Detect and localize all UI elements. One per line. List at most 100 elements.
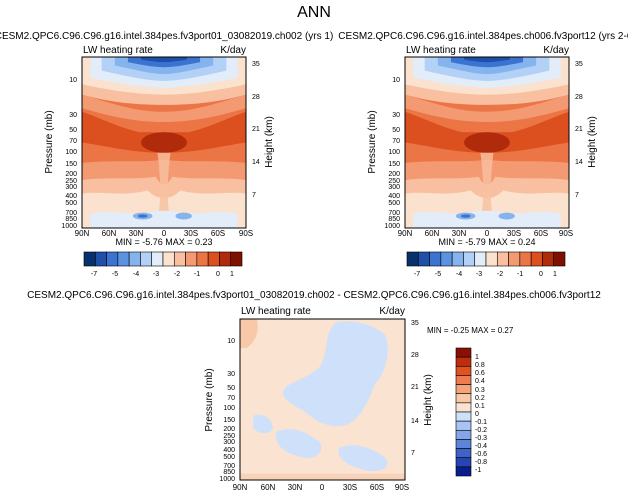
panel-diff-cbar-label-3: 0.4	[475, 378, 485, 385]
panel-diff-colorbar-swatch-6	[455, 402, 472, 413]
panel-1-y2tick-35: 35	[252, 61, 260, 68]
panel-2-colorbar-labels: -7 -5 -4 -3 -2 -1 0 1	[414, 271, 557, 278]
panel-1-y-axis-label: Pressure (mb)	[44, 110, 55, 173]
panel-1-heatmap	[82, 57, 246, 228]
panel-diff-colorbar-swatch-9	[455, 429, 472, 440]
panel-2-cbar-label-7: 1	[553, 271, 557, 278]
panel-2-surface-cooling-low-inner	[460, 214, 471, 218]
panel-1-ytick-50: 50	[69, 127, 77, 134]
panel-diff-xtick-90n: 90N	[233, 483, 248, 492]
panel-diff-ytick-850: 850	[223, 469, 235, 476]
panel-diff-ytick-200: 200	[223, 426, 235, 433]
panel-2-contours	[405, 57, 569, 228]
panel-2: CESM2.QPC6.C96.C96.g16.intel.384pes.ch00…	[338, 31, 628, 278]
panel-2-left-label: LW heating rate	[406, 45, 476, 56]
panel-diff-colorbar-swatch-3	[455, 375, 472, 385]
panel-1-xtick-60n: 60N	[102, 229, 117, 238]
panel-diff-colorbar-swatch-4	[455, 384, 472, 395]
panel-2-ytick-700: 700	[388, 210, 400, 217]
panel-diff-colorbar-swatch-10	[455, 439, 472, 449]
panel-1-cbar-label-6: 0	[216, 271, 220, 278]
panel-diff-ytick-250: 250	[223, 433, 235, 440]
panel-diff-colorbar-labels: 1 0.8 0.6 0.4 0.3 0.2 0.1 0 -0.1 -0.2 -0…	[475, 354, 487, 474]
panel-diff-ytick-70: 70	[227, 395, 235, 402]
panel-1-colorbar-swatch-12	[219, 251, 232, 267]
panel-2-cbar-label-0: -7	[414, 271, 420, 278]
panel-diff-ytick-30: 30	[227, 371, 235, 378]
panel-1-cbar-label-0: -7	[91, 271, 97, 278]
panel-2-ytick-250: 250	[388, 178, 400, 185]
panel-2-y2tick-35: 35	[575, 61, 583, 68]
panel-1-y2tick-7: 7	[252, 192, 256, 199]
panel-2-band-top-blue-4	[464, 57, 510, 63]
panel-1-band-upper	[82, 94, 246, 122]
panel-diff-ytick-400: 400	[223, 447, 235, 454]
panel-1-colorbar-swatch-4	[128, 251, 141, 267]
panel-diff-xtick-0: 0	[320, 483, 325, 492]
panel-diff-stats: MIN = -0.25 MAX = 0.27	[427, 326, 514, 335]
panel-1-ytick-400: 400	[65, 193, 77, 200]
panel-1-cooling-max	[141, 132, 187, 153]
panel-2-y2tick-28: 28	[575, 94, 583, 101]
panel-1-band-top-blue-4	[141, 57, 187, 63]
panel-diff-cbar-label-8: -0.1	[475, 419, 487, 426]
panel-1-colorbar-swatch-11	[207, 251, 220, 267]
panel-2-ytick-150: 150	[388, 161, 400, 168]
panel-diff-cbar-label-9: -0.2	[475, 427, 487, 434]
panel-diff-neg-region-lower	[275, 429, 322, 459]
panel-1-colorbar-swatch-3	[117, 251, 130, 267]
panel-diff-contours	[240, 319, 405, 480]
panel-diff-colorbar-swatch-0	[455, 347, 472, 358]
panel-diff-colorbar	[455, 347, 472, 477]
panel-diff-cbar-label-4: 0.3	[475, 387, 485, 394]
panel-diff-xtick-60n: 60N	[261, 483, 276, 492]
panel-diff-cbar-label-2: 0.6	[475, 370, 485, 377]
panel-1-y2-axis: 35 28 21 14 7	[252, 61, 260, 199]
panel-2-colorbar-swatch-4	[451, 251, 464, 267]
panel-1: CESM2.QPC6.C96.C96.g16.intel.384pes.fv3p…	[0, 31, 333, 278]
panel-2-y2tick-21: 21	[575, 126, 583, 133]
panel-1-frame	[81, 56, 247, 229]
panel-diff-colorbar-swatch-12	[455, 457, 472, 468]
panel-1-x-axis: 90N 60N 30N 0 30S 60S 90S	[75, 229, 253, 238]
panel-1-xtick-30n: 30N	[129, 229, 144, 238]
panel-2-ytick-10: 10	[392, 77, 400, 84]
panel-1-colorbar-swatch-7	[162, 251, 175, 267]
panel-2-colorbar-swatch-3	[440, 251, 453, 267]
panel-1-ytick-100: 100	[65, 149, 77, 156]
panel-2-cbar-label-5: -1	[517, 271, 523, 278]
panel-1-title: CESM2.QPC6.C96.C96.g16.intel.384pes.fv3p…	[0, 31, 333, 42]
panel-2-ytick-1000: 1000	[384, 223, 400, 230]
panel-1-ytick-150: 150	[65, 161, 77, 168]
panel-2-band-upper	[405, 94, 569, 122]
panel-diff-xtick-90s: 90S	[395, 483, 409, 492]
panel-1-colorbar-swatch-9	[185, 251, 198, 267]
panel-2-ytick-70: 70	[392, 138, 400, 145]
panel-diff-colorbar-swatch-13	[455, 466, 472, 477]
panel-2-y-axis-label: Pressure (mb)	[367, 110, 378, 173]
panel-1-cbar-label-1: -5	[112, 271, 118, 278]
panel-2-ytick-50: 50	[392, 127, 400, 134]
panel-2-ytick-850: 850	[388, 216, 400, 223]
panel-diff-cbar-label-1: 0.8	[475, 362, 485, 369]
panel-diff-ytick-100: 100	[223, 405, 235, 412]
panel-1-colorbar-swatch-1	[94, 251, 107, 267]
panel-2-xtick-60n: 60N	[425, 229, 440, 238]
panel-2-cbar-label-2: -4	[456, 271, 462, 278]
panel-diff-x-axis: 90N 60N 30N 0 30S 60S 90S	[233, 483, 409, 492]
panel-1-colorbar-labels: -7 -5 -4 -3 -2 -1 0 1	[91, 271, 234, 278]
panel-2-ytick-300: 300	[388, 184, 400, 191]
panel-2-x-axis: 90N 60N 30N 0 30S 60S 90S	[398, 229, 573, 238]
panel-diff-heatmap	[240, 319, 405, 480]
panel-diff-ytick-500: 500	[223, 454, 235, 461]
panel-diff-cbar-label-10: -0.3	[475, 435, 487, 442]
panel-1-band-mid	[82, 111, 246, 153]
panel-2-ytick-400: 400	[388, 193, 400, 200]
panel-diff-frame	[239, 318, 406, 481]
figure-title: ANN	[297, 4, 331, 21]
panel-1-colorbar-swatch-5	[140, 251, 153, 267]
panel-diff-cbar-label-12: -0.6	[475, 451, 487, 458]
panel-2-stats: MIN = -5.79 MAX = 0.24	[438, 237, 535, 247]
panel-2-cbar-label-3: -3	[476, 271, 482, 278]
